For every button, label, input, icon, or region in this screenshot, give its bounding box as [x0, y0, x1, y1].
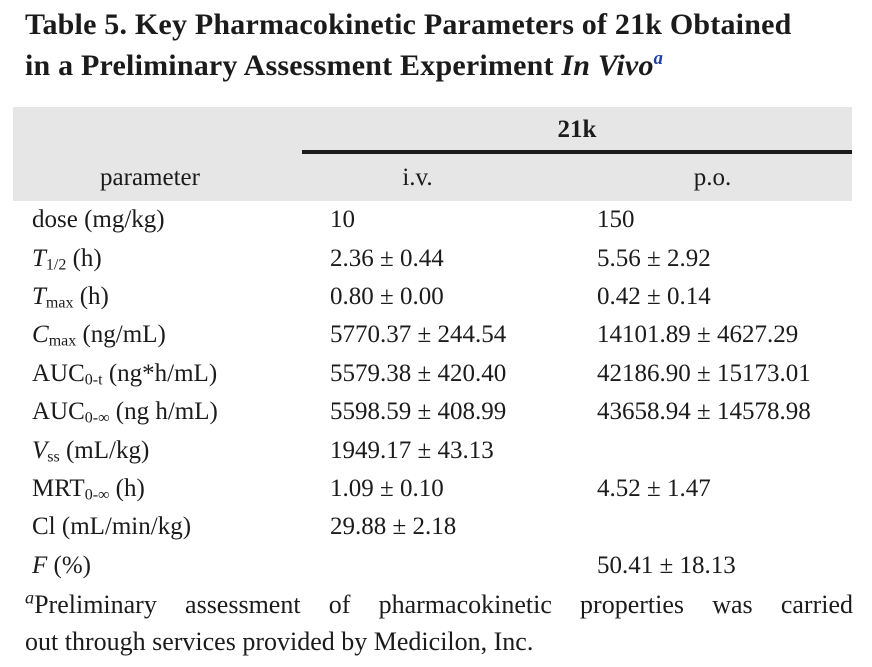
table-title: Table 5. Key Pharmacokinetic Parameters … [25, 4, 857, 86]
param-symbol: AUC [32, 359, 85, 387]
group-header-rule [302, 150, 852, 154]
param-cell: dose (mg/kg) [32, 206, 165, 234]
param-cell: Cmax (ng/mL) [32, 321, 166, 350]
iv-value-cell: 10 [330, 206, 355, 234]
iv-value-cell: 0.80 ± 0.00 [330, 282, 444, 310]
table-row: Cmax (ng/mL) 5770.37 ± 244.54 14101.89 ± 4… [24, 316, 852, 354]
title-line2-prefix: in a Preliminary Assessment Experiment [25, 49, 562, 82]
table-header-band: 21k parameter i.v. p.o. [13, 107, 852, 201]
footnote-line2: out through services provided by Medicil… [25, 627, 534, 656]
iv-value-cell: 29.88 ± 2.18 [330, 513, 457, 541]
param-cell: AUC0-∞ (ng h/mL) [32, 398, 218, 427]
param-cell: T1/2 (h) [32, 244, 102, 274]
title-footnote-marker: a [653, 48, 664, 69]
po-value-cell: 43658.94 ± 14578.98 [597, 398, 811, 426]
table-footnote: aPreliminary assessment of pharmacokinet… [25, 586, 853, 660]
param-symbol: MRT [32, 474, 85, 502]
param-cell: MRT0-∞ (h) [32, 474, 145, 504]
footnote-line1: aPreliminary assessment of pharmacokinet… [25, 586, 853, 623]
po-value-cell: 42186.90 ± 15173.01 [597, 359, 811, 387]
iv-value-cell: 2.36 ± 0.44 [330, 244, 444, 272]
param-symbol: V [32, 436, 48, 464]
iv-value-cell: 1.09 ± 0.10 [330, 474, 444, 502]
table-row: T1/2 (h) 2.36 ± 0.44 5.56 ± 2.92 [24, 239, 852, 277]
param-symbol: dose [32, 206, 78, 234]
table-row: Cl (mL/min/kg) 29.88 ± 2.18 [24, 508, 852, 546]
param-subscript: max [48, 332, 77, 350]
column-header-iv: i.v. [402, 164, 433, 191]
param-subscript: ss [47, 448, 60, 466]
param-symbol: T [32, 244, 46, 272]
param-subscript: 1/2 [45, 256, 67, 274]
column-header-po: p.o. [693, 164, 732, 191]
po-value-cell: 50.41 ± 18.13 [597, 551, 736, 579]
param-cell: F (%) [32, 551, 92, 579]
iv-value-cell: 1949.17 ± 43.13 [330, 436, 494, 464]
table-row: Vss (mL/kg) 1949.17 ± 43.13 [24, 431, 852, 469]
po-value-cell: 4.52 ± 1.47 [597, 474, 711, 502]
group-header-21k: 21k [557, 116, 597, 143]
table-row: AUC0-t (ng*h/mL) 5579.38 ± 420.40 42186.90… [24, 355, 852, 393]
param-cell: Tmax (h) [32, 282, 109, 312]
param-subscript: 0-t [84, 371, 103, 389]
column-header-row: parameter i.v. p.o. [24, 163, 852, 193]
footnote-line1-text: Preliminary assessment of pharmacokineti… [34, 590, 853, 619]
po-value-cell: 150 [597, 206, 635, 234]
po-value-cell: 5.56 ± 2.92 [597, 244, 711, 272]
table-row: AUC0-∞ (ng h/mL) 5598.59 ± 408.99 43658.94… [24, 393, 852, 431]
title-line2-italic: In Vivo [561, 49, 654, 82]
po-value-cell: 0.42 ± 0.14 [597, 282, 711, 310]
param-subscript: 0-∞ [84, 409, 110, 427]
param-symbol: Cl [32, 513, 56, 541]
table-row: dose (mg/kg) 10 150 [24, 201, 852, 239]
table-row: MRT0-∞ (h) 1.09 ± 0.10 4.52 ± 1.47 [24, 470, 852, 508]
column-header-parameter: parameter [100, 164, 200, 191]
footnote-marker: a [25, 587, 35, 608]
param-symbol: C [32, 321, 49, 349]
param-symbol: F [32, 551, 48, 579]
table-row: Tmax (h) 0.80 ± 0.00 0.42 ± 0.14 [24, 278, 852, 316]
param-symbol: AUC [32, 398, 85, 426]
param-cell: AUC0-t (ng*h/mL) [32, 359, 218, 389]
table-row: F (%) 50.41 ± 18.13 [24, 547, 852, 585]
iv-value-cell: 5598.59 ± 408.99 [330, 398, 507, 426]
po-value-cell: 14101.89 ± 4627.29 [597, 321, 799, 349]
iv-value-cell: 5579.38 ± 420.40 [330, 359, 507, 387]
param-subscript: 0-∞ [84, 486, 110, 504]
title-line1: Table 5. Key Pharmacokinetic Parameters … [25, 8, 792, 41]
param-cell: Vss (mL/kg) [32, 436, 150, 466]
param-subscript: max [45, 294, 74, 312]
table-body: dose (mg/kg) 10 150 T1/2 (h) 2.36 ± 0.44 5.56… [24, 201, 852, 585]
param-symbol: T [32, 282, 46, 310]
param-cell: Cl (mL/min/kg) [32, 513, 192, 541]
iv-value-cell: 5770.37 ± 244.54 [330, 321, 507, 349]
